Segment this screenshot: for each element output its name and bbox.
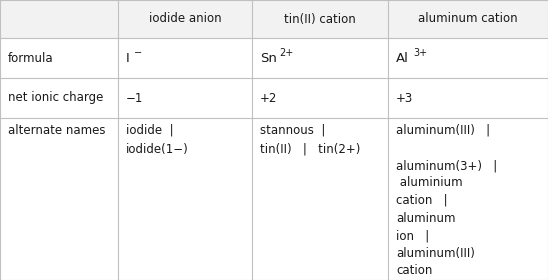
Text: Sn: Sn [260,52,277,64]
Text: tin(II) cation: tin(II) cation [284,13,356,25]
Text: alternate names: alternate names [8,124,106,137]
Text: −: − [134,48,142,58]
Text: iodide  |
iodide(1−): iodide | iodide(1−) [126,124,189,155]
Text: +3: +3 [396,92,413,104]
Text: 3+: 3+ [413,48,427,58]
Bar [0,0,548,38]
Text: iodide anion: iodide anion [149,13,221,25]
Text: aluminum(III)   |

aluminum(3+)   |
 aluminium
cation   |
aluminum
ion   |
alumi: aluminum(III) | aluminum(3+) | aluminium… [396,124,497,277]
Text: net ionic charge: net ionic charge [8,92,104,104]
Text: aluminum cation: aluminum cation [418,13,518,25]
Text: I: I [126,52,130,64]
Text: −1: −1 [126,92,144,104]
Text: stannous  |
tin(II)   |   tin(2+): stannous | tin(II) | tin(2+) [260,124,361,155]
Text: +2: +2 [260,92,277,104]
Text: formula: formula [8,52,54,64]
Text: 2+: 2+ [279,48,293,58]
Text: Al: Al [396,52,409,64]
